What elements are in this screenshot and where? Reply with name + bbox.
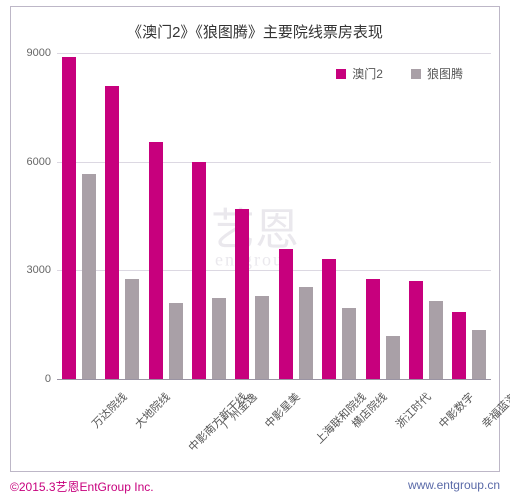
bar (235, 209, 249, 379)
bar (342, 308, 356, 379)
bar (366, 279, 380, 379)
x-tick-label: 浙江时代 (391, 389, 433, 431)
bar (125, 279, 139, 379)
bar (192, 162, 206, 379)
bar (105, 86, 119, 379)
x-tick-label: 大地院线 (131, 389, 173, 431)
chart-frame: 《澳门2》《狼图腾》主要院线票房表现 澳门2 狼图腾 艺恩 entgroup 0… (10, 6, 500, 472)
y-tick-label: 6000 (11, 156, 51, 168)
bar (62, 57, 76, 379)
x-tick-label: 万达院线 (88, 389, 130, 431)
grid-line (57, 379, 491, 380)
bar (149, 142, 163, 379)
chart-container: 《澳门2》《狼图腾》主要院线票房表现 澳门2 狼图腾 艺恩 entgroup 0… (0, 0, 510, 503)
bar (472, 330, 486, 379)
bar (169, 303, 183, 379)
y-tick-label: 0 (11, 373, 51, 385)
bars-layer (57, 53, 491, 379)
y-tick-label: 3000 (11, 264, 51, 276)
plot-area (57, 53, 491, 379)
bar (452, 312, 466, 379)
bar (386, 336, 400, 379)
bar (322, 259, 336, 379)
bar (299, 287, 313, 379)
x-axis-labels: 万达院线大地院线中影南方新干线广州金逸中影星美上海联和院线横店院线浙江时代中影数… (57, 383, 491, 473)
bar (279, 249, 293, 379)
footer-url: www.entgroup.cn (408, 478, 500, 495)
x-tick-label: 中影数字 (435, 389, 477, 431)
chart-title: 《澳门2》《狼图腾》主要院线票房表现 (11, 7, 499, 48)
x-tick-label: 中影星美 (261, 389, 303, 431)
bar (255, 296, 269, 379)
bar (212, 298, 226, 380)
x-tick-label: 幸福蓝海 (478, 389, 510, 431)
bar (409, 281, 423, 379)
bar (82, 174, 96, 379)
y-tick-label: 9000 (11, 47, 51, 59)
footer-copyright: ©2015.3艺恩EntGroup Inc. (10, 478, 154, 495)
footer: ©2015.3艺恩EntGroup Inc. www.entgroup.cn (10, 478, 500, 495)
bar (429, 301, 443, 379)
